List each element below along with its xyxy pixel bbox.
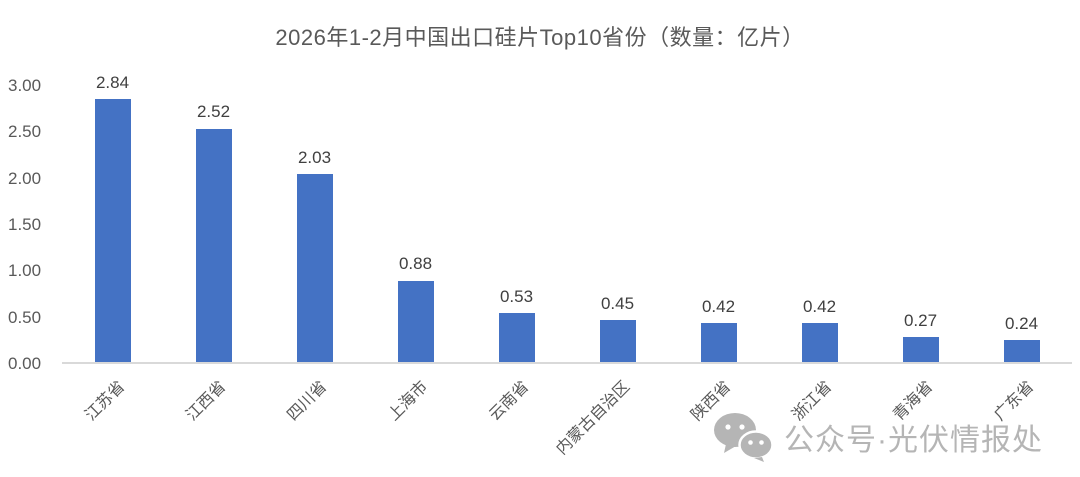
y-axis-tick-label: 3.00	[8, 76, 42, 95]
watermark-text: 公众号·光伏情报处	[784, 424, 1043, 457]
category-label: 江西省	[183, 378, 230, 425]
bar-slot: 0.42 陕西省	[668, 86, 769, 424]
bar[interactable]	[195, 128, 232, 362]
bar[interactable]	[599, 320, 636, 362]
category-label: 四川省	[284, 378, 331, 425]
bar-slot: 0.24 广东省	[971, 86, 1072, 424]
bar[interactable]	[94, 98, 131, 362]
bar[interactable]	[700, 323, 737, 362]
bar-slot: 2.03 四川省	[264, 86, 365, 424]
value-label: 0.27	[903, 310, 938, 330]
y-axis-tick-label: 2.50	[8, 122, 42, 142]
bar-slot: 2.84 江苏省	[62, 73, 163, 424]
bar[interactable]	[296, 173, 333, 362]
category-label: 江苏省	[82, 378, 129, 425]
y-axis-tick-label: 1.00	[8, 261, 42, 281]
bar[interactable]	[801, 323, 838, 362]
value-label: 0.88	[398, 254, 433, 274]
value-label: 0.24	[1004, 313, 1039, 333]
bar-slot: 0.53 云南省	[466, 86, 567, 424]
watermark: 公众号·光伏情报处	[712, 412, 1043, 462]
bar[interactable]	[1003, 339, 1040, 362]
value-label: 0.53	[499, 286, 534, 306]
value-label: 0.42	[701, 297, 736, 317]
category-label: 云南省	[486, 378, 533, 425]
chart-title: 2026年1-2月中国出口硅片Top10省份（数量：亿片）	[275, 25, 805, 50]
category-label: 上海市	[385, 378, 432, 425]
bar-slot: 0.45 内蒙古自治区	[554, 86, 668, 458]
bar[interactable]	[902, 337, 939, 362]
y-axis-tick-label: 0.50	[8, 307, 42, 327]
value-label: 2.52	[196, 102, 231, 122]
bars-container: 2.84 江苏省 2.52 江西省 2.03 四川省 0.88 上海市 0.53 云南省 0.45 内…	[62, 73, 1072, 458]
value-label: 2.84	[95, 72, 130, 92]
y-axis-tick-label: 0.00	[8, 354, 42, 373]
plot-area: 2.84 江苏省 2.52 江西省 2.03 四川省 0.88 上海市 0.53 云南省 0.45 内…	[62, 73, 1072, 458]
value-label: 0.42	[802, 297, 837, 317]
y-axis-tick-label: 2.00	[8, 168, 42, 188]
value-label: 0.45	[600, 294, 635, 314]
bar-slot: 0.27 青海省	[870, 86, 971, 424]
value-label: 2.03	[297, 147, 332, 167]
bar[interactable]	[498, 312, 535, 362]
bar-slot: 0.88 上海市	[365, 86, 466, 424]
bar-slot: 0.42 浙江省	[769, 86, 870, 424]
category-label: 内蒙古自治区	[553, 378, 634, 459]
bar-slot: 2.52 江西省	[163, 86, 264, 424]
y-axis-tick-label: 1.50	[8, 215, 42, 234]
wechat-icon	[714, 413, 774, 462]
bar[interactable]	[397, 280, 434, 362]
